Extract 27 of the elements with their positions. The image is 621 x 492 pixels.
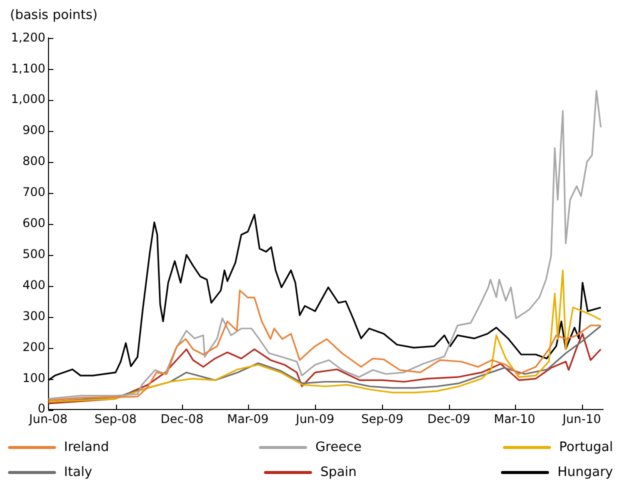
legend-label: Hungary: [557, 465, 613, 480]
y-tick-label: 1,000: [10, 92, 46, 106]
legend-label: Ireland: [64, 440, 109, 455]
y-tick-label: 800: [22, 154, 46, 168]
y-axis-title: (basis points): [9, 8, 99, 25]
y-tick-label: 700: [22, 185, 46, 200]
x-tick-label: Sep-09: [361, 412, 404, 426]
x-tick-label: Mar-09: [227, 412, 269, 426]
y-tick-label: 500: [22, 246, 46, 261]
legend-label: Spain: [320, 465, 357, 480]
y-tick-label: 1,200: [10, 30, 46, 44]
x-tick-label: Jun-09: [294, 412, 334, 426]
x-tick-label: Sep-08: [94, 412, 137, 426]
y-tick-label: 300: [22, 308, 46, 323]
y-tick-label: 1,100: [10, 61, 46, 76]
legend-label: Italy: [64, 465, 92, 480]
y-tick-label: 100: [22, 370, 46, 385]
legend-label: Greece: [315, 440, 362, 455]
x-tick-label: Dec-09: [427, 412, 470, 426]
y-tick-label: 200: [22, 340, 46, 354]
x-tick-label: Jun-10: [562, 412, 601, 426]
x-tick-label: Dec-08: [160, 412, 204, 426]
x-tick-label: Mar-10: [494, 412, 536, 426]
y-tick-label: 900: [22, 123, 46, 138]
legend-label: Portugal: [559, 440, 613, 455]
y-tick-label: 600: [22, 216, 46, 230]
y-tick-label: 400: [22, 278, 46, 292]
